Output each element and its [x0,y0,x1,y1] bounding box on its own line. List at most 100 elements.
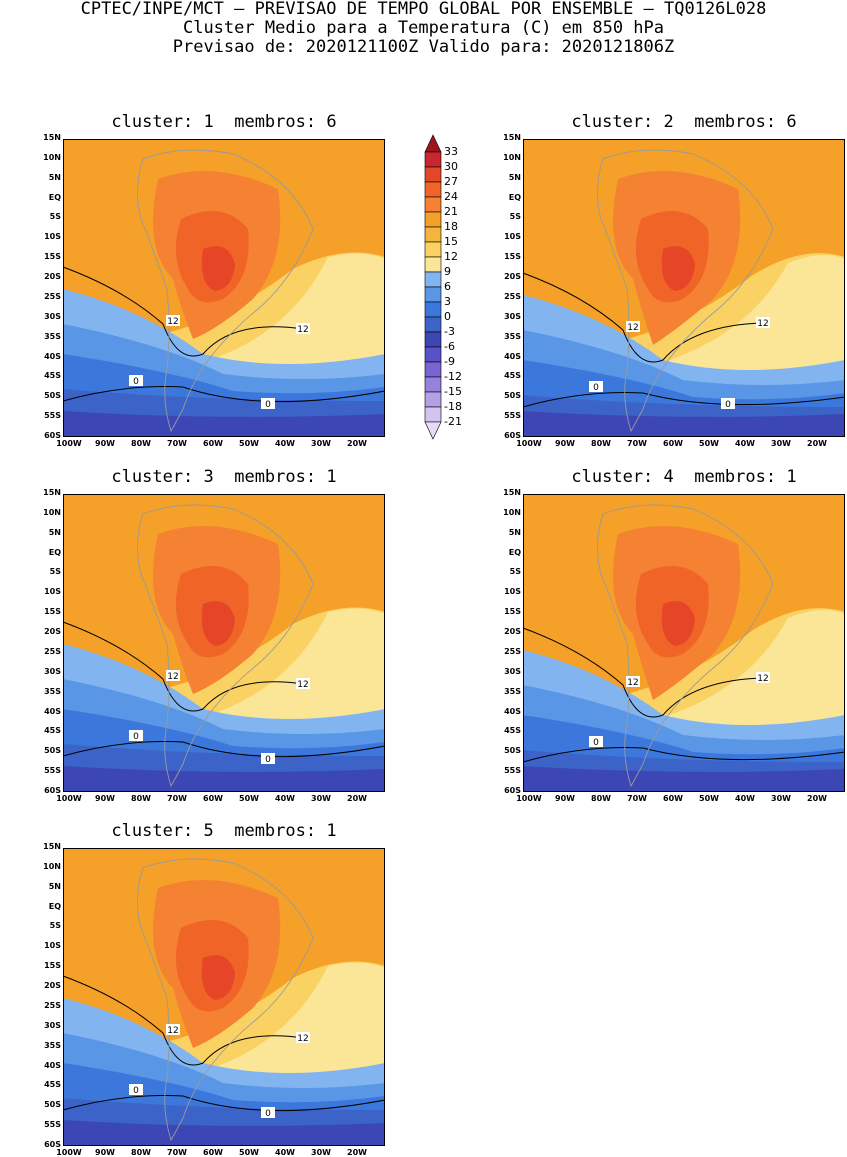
contour-label: 0 [265,1109,271,1119]
lon-tick-label: 50W [699,439,719,448]
colorbar-tick-label: 15 [444,235,458,248]
lat-tick-label: 25S [504,291,521,301]
lat-tick-label: 35S [44,686,61,696]
colorbar-tick-label: -12 [444,370,462,383]
colorbar-segment [424,316,442,333]
contour-label: 0 [265,755,271,765]
colorbar-tick-label: 24 [444,190,458,203]
lon-tick-label: 50W [239,794,259,803]
lat-tick-label: 20S [44,981,61,991]
figure-header: CPTEC/INPE/MCT – PREVISAO DE TEMPO GLOBA… [0,0,847,57]
lat-tick-label: 55S [44,411,61,421]
colorbar-segment [424,151,442,168]
map-frame [63,494,385,792]
lon-tick-label: 40W [275,794,295,803]
lat-tick-label: 55S [504,411,521,421]
colorbar-segment [424,286,442,303]
lon-tick-label: 70W [627,794,647,803]
colorbar-tick-label: 9 [444,265,451,278]
map-panel-4: 12 12 0 [522,494,846,792]
continent-outline [597,504,774,788]
lat-tick-label: 60S [44,786,61,795]
colorbar-segment [424,211,442,228]
lon-tick-label: 100W [516,794,542,803]
lon-tick-label: 80W [591,439,611,448]
lat-tick-label: EQ [48,901,61,911]
lon-tick-label: 30W [311,794,331,803]
temperature-band-11 [201,955,235,1000]
lat-tick-label: 5S [509,212,521,222]
lat-tick-label: 25S [44,1000,61,1010]
lat-tick-label: 20S [44,272,61,282]
colorbar [424,134,442,440]
panel-3-title: cluster: 3 membros: 1 [111,467,337,487]
lat-tick-label: 10S [44,232,61,242]
lon-tick-label: 60W [663,794,683,803]
colorbar-segment [424,226,442,243]
colorbar-segment [424,361,442,378]
header-line-3: Previsao de: 2020121100Z Valido para: 20… [172,37,675,57]
lat-tick-label: 25S [44,646,61,656]
lat-tick-label: 55S [44,1120,61,1130]
lat-tick-label: 10N [43,152,61,162]
lat-tick-label: 45S [504,371,521,381]
lon-tick-label: 40W [275,1148,295,1157]
lon-tick-label: 50W [239,439,259,448]
lat-tick-label: 15N [503,133,521,142]
lat-tick-label: 45S [44,1080,61,1090]
colorbar-tick-label: 18 [444,220,458,233]
colorbar-segment [424,134,442,153]
lat-tick-label: 35S [504,331,521,341]
lat-tick-label: 5S [49,921,61,931]
lon-tick-label: 30W [311,1148,331,1157]
lon-tick-label: 100W [56,794,82,803]
lat-tick-label: 60S [504,786,521,795]
lat-tick-label: 40S [44,1060,61,1070]
colorbar-tick-label: 0 [444,310,451,323]
colorbar-segment [424,271,442,288]
contour-label: 0 [133,732,139,742]
colorbar-segment [424,241,442,258]
lat-tick-label: 50S [44,746,61,756]
lat-tick-label: 30S [504,666,521,676]
lat-tick-label: 15S [504,252,521,262]
lon-tick-label: 70W [167,439,187,448]
lat-tick-label: 40S [504,706,521,716]
lon-tick-label: 40W [735,794,755,803]
lat-tick-label: 55S [44,766,61,776]
contour-label: 12 [297,325,308,335]
lat-tick-label: 10S [44,941,61,951]
lat-tick-label: 15S [44,252,61,262]
header-line-2: Cluster Medio para a Temperatura (C) em … [182,18,665,38]
header-line-1: CPTEC/INPE/MCT – PREVISAO DE TEMPO GLOBA… [80,0,767,19]
contour-12 [62,621,304,712]
lat-tick-label: 40S [44,706,61,716]
panel-2-title: cluster: 2 membros: 6 [571,112,797,132]
contour-label: 12 [627,323,638,333]
lat-tick-label: 20S [504,272,521,282]
lon-tick-label: 20W [807,794,827,803]
colorbar-segment [424,166,442,183]
colorbar-segment [424,421,442,440]
panel-5-title: cluster: 5 membros: 1 [111,821,337,841]
continent-outline [137,858,314,1142]
lat-tick-label: 35S [504,686,521,696]
colorbar-segment [424,346,442,363]
lat-tick-label: 30S [44,666,61,676]
contour-label: 0 [593,738,599,748]
temperature-band-8 [523,411,845,437]
colorbar-segment [424,376,442,393]
contour-label: 0 [133,377,139,387]
lat-tick-label: 5N [48,172,61,182]
lon-tick-label: 80W [131,439,151,448]
contour-label: 0 [265,400,271,410]
lat-tick-label: 40S [504,351,521,361]
contour-label: 12 [167,1026,178,1036]
lat-tick-label: 10S [504,232,521,242]
panel-1-title: cluster: 1 membros: 6 [111,112,337,132]
lon-tick-label: 80W [131,1148,151,1157]
lat-tick-label: 20S [44,627,61,637]
lat-tick-label: 45S [44,726,61,736]
lat-tick-label: 35S [44,331,61,341]
lat-tick-label: 5N [508,172,521,182]
